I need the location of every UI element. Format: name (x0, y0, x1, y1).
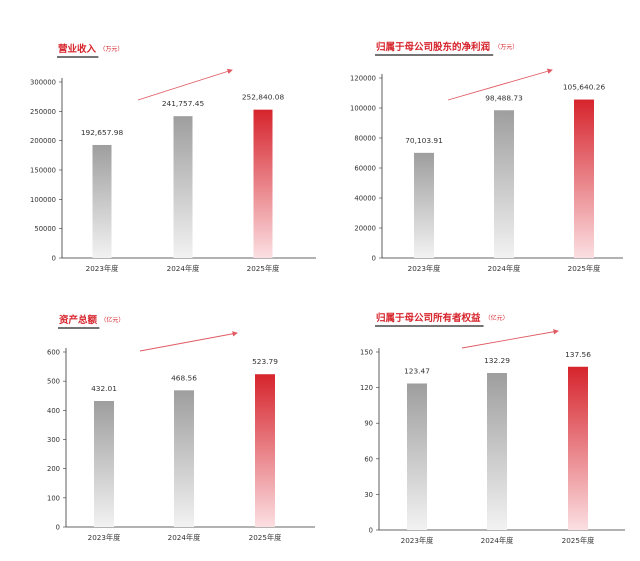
y-tick-label: 200 (47, 465, 60, 473)
y-tick-label: 60 (364, 455, 373, 463)
chart-net-profit: 归属于母公司股东的净利润 （万元） 0 20000 40000 60000 80000 100… (320, 0, 640, 280)
chart-title: 归属于母公司股东的净利润 (376, 41, 490, 53)
y-tick-label: 80000 (354, 135, 376, 143)
chart-owners-equity: 归属于母公司所有者权益 （亿元） 0 30 60 90 120 150 123.47 2023年度… (320, 281, 640, 561)
data-label: 123.47 (404, 366, 430, 375)
trend-arrow (447, 68, 553, 101)
data-label: 105,640.26 (563, 83, 606, 92)
data-label: 468.56 (171, 373, 197, 382)
data-label: 137.56 (565, 350, 591, 359)
y-tick-label: 120000 (350, 75, 376, 83)
bar (255, 374, 275, 527)
bar (94, 400, 114, 527)
y-tick-label: 300 (47, 436, 60, 444)
x-tick-label: 2024年度 (481, 536, 514, 545)
chart-operating-revenue: 营业收入 （万元） 0 50000 100000 150000 200000 250000 30… (0, 0, 320, 280)
bar (253, 109, 273, 259)
data-label: 252,840.08 (242, 93, 285, 102)
chart-unit: （万元） (99, 46, 123, 53)
x-tick-label: 2025年度 (568, 264, 601, 273)
bar (487, 373, 507, 530)
y-tick-label: 100000 (30, 196, 56, 204)
y-tick-label: 30 (364, 491, 373, 499)
y-tick-label: 500 (47, 378, 60, 386)
chart-unit: （亿元） (485, 314, 509, 322)
x-tick-label: 2025年度 (562, 536, 595, 545)
y-tick-label: 120 (360, 384, 373, 392)
y-tick-label: 150 (360, 349, 373, 357)
x-tick-label: 2023年度 (401, 536, 434, 545)
x-tick-label: 2025年度 (247, 264, 280, 273)
y-tick-label: 0 (372, 255, 376, 263)
bar (494, 110, 514, 258)
data-label: 70,103.91 (405, 136, 443, 145)
y-tick-label: 50000 (34, 225, 56, 233)
chart-svg: 资产总额 （亿元） 0 100 200 300 400 500 600 432.01 2023年度 4… (47, 314, 315, 542)
x-tick-label: 2023年度 (408, 264, 441, 273)
x-tick-label: 2024年度 (167, 264, 200, 273)
y-tick-label: 150000 (30, 167, 56, 175)
y-tick-label: 100 (47, 494, 60, 502)
chart-svg: 营业收入 （万元） 0 50000 100000 150000 200000 250000 30… (30, 43, 316, 273)
y-tick-label: 200000 (30, 137, 56, 145)
chart-unit: （万元） (494, 44, 518, 51)
bar (568, 366, 588, 530)
trend-arrow (137, 68, 233, 101)
x-tick-label: 2024年度 (488, 264, 521, 273)
chart-svg: 归属于母公司所有者权益 （亿元） 0 30 60 90 120 150 123.47 2023年度… (360, 312, 625, 545)
bar (574, 99, 594, 258)
data-label: 523.79 (252, 357, 278, 366)
chart-title: 资产总额 (59, 314, 98, 326)
data-label: 132.29 (484, 356, 510, 365)
y-tick-label: 0 (56, 524, 60, 532)
bar (414, 152, 434, 258)
data-label: 192,657.98 (81, 128, 124, 137)
x-tick-label: 2024年度 (168, 533, 201, 542)
data-label: 241,757.45 (162, 99, 205, 108)
x-tick-label: 2023年度 (86, 264, 119, 273)
y-tick-label: 250000 (30, 108, 56, 116)
bar (174, 390, 194, 527)
chart-title: 营业收入 (58, 43, 97, 55)
y-tick-label: 60000 (354, 165, 376, 173)
chart-unit: （亿元） (100, 316, 124, 324)
bar (92, 144, 112, 258)
y-tick-label: 0 (369, 527, 373, 535)
data-label: 98,488.73 (485, 93, 523, 102)
y-tick-label: 300000 (30, 79, 56, 87)
bar (173, 116, 193, 258)
x-tick-label: 2025年度 (249, 533, 282, 542)
y-tick-label: 20000 (354, 225, 376, 233)
trend-arrow (139, 331, 238, 352)
chart-total-assets: 资产总额 （亿元） 0 100 200 300 400 500 600 432.01 2023年度 4… (0, 281, 320, 561)
data-label: 432.01 (91, 384, 117, 393)
chart-title: 归属于母公司所有者权益 (376, 312, 481, 324)
x-tick-label: 2023年度 (88, 533, 121, 542)
trend-arrow (461, 329, 559, 349)
y-tick-label: 40000 (354, 195, 376, 203)
y-tick-label: 400 (47, 407, 60, 415)
y-tick-label: 90 (364, 420, 373, 428)
bar (407, 383, 427, 530)
y-tick-label: 100000 (350, 105, 376, 113)
y-tick-label: 0 (52, 255, 56, 263)
y-tick-label: 600 (47, 349, 60, 357)
chart-svg: 归属于母公司股东的净利润 （万元） 0 20000 40000 60000 80000 100… (350, 41, 623, 273)
